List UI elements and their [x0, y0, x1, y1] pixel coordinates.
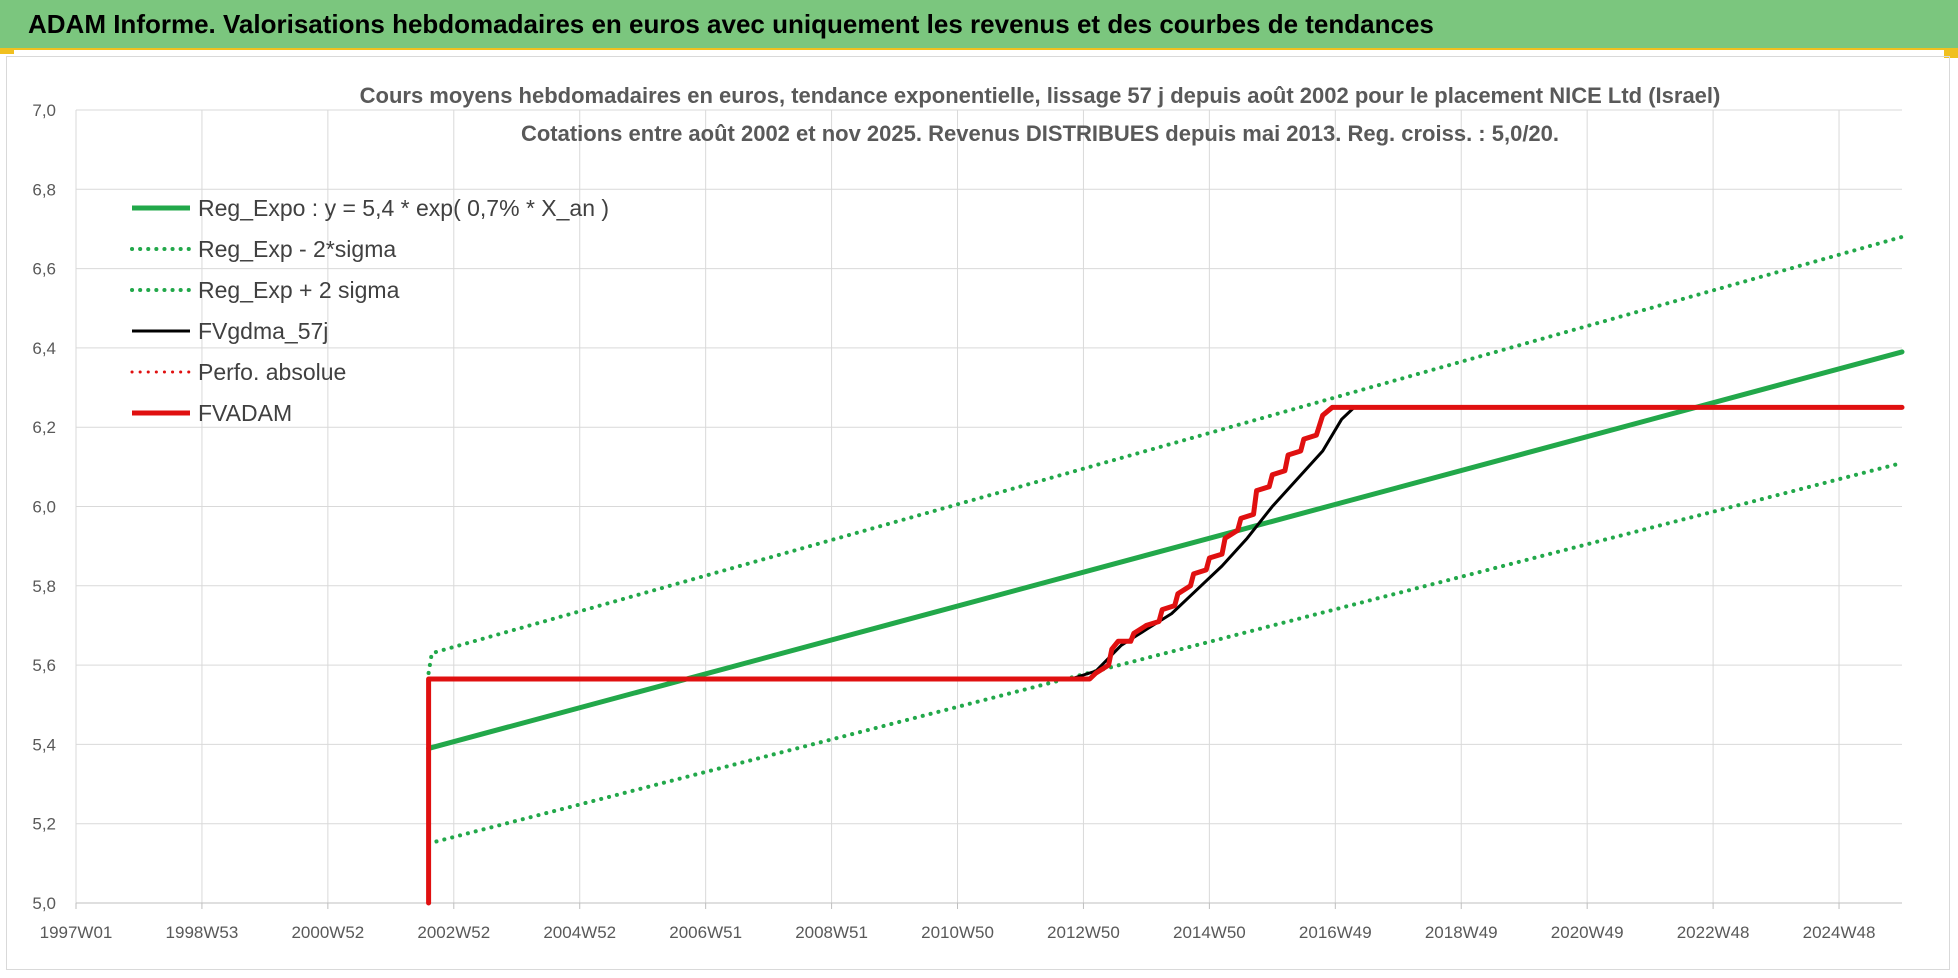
chart-frame — [6, 56, 1950, 970]
x-tick-label: 2006W51 — [669, 923, 742, 942]
x-tick-label: 2022W48 — [1677, 923, 1750, 942]
y-tick-label: 6,2 — [32, 418, 56, 437]
legend-label: FVgdma_57j — [198, 318, 328, 344]
y-tick-label: 5,4 — [32, 735, 56, 754]
x-tick-label: 1997W01 — [40, 923, 113, 942]
y-tick-label: 6,8 — [32, 180, 56, 199]
corner-accent-right — [1944, 48, 1958, 58]
x-tick-label: 2024W48 — [1803, 923, 1876, 942]
y-tick-label: 7,0 — [32, 101, 56, 120]
x-tick-label: 2012W50 — [1047, 923, 1120, 942]
x-tick-label: 2002W52 — [417, 923, 490, 942]
series-line-5 — [426, 404, 1905, 906]
y-tick-label: 6,6 — [32, 260, 56, 279]
x-tick-label: 2010W50 — [921, 923, 994, 942]
series-line-2 — [426, 234, 1904, 675]
grid — [75, 109, 1902, 904]
series-line-1 — [426, 460, 1904, 846]
chart-subtitle: Cotations entre août 2002 et nov 2025. R… — [521, 121, 1559, 146]
x-tick-label: 2008W51 — [795, 923, 868, 942]
x-axis: 1997W01 1998W53 2000W52 2002W52 2004W52 2006W… — [40, 902, 1902, 942]
chart-title: Cours moyens hebdomadaires en euros, ten… — [360, 83, 1721, 108]
header-bar: ADAM Informe. Valorisations hebdomadaire… — [0, 0, 1958, 50]
corner-accent-left — [0, 48, 14, 54]
legend-label: FVADAM — [198, 400, 292, 426]
y-tick-label: 6,0 — [32, 498, 56, 517]
legend-label: Reg_Exp - 2*sigma — [198, 236, 396, 262]
x-tick-label: 2016W49 — [1299, 923, 1372, 942]
x-tick-label: 2020W49 — [1551, 923, 1624, 942]
legend-label: Reg_Expo : y = 5,4 * exp( 0,7% * X_an ) — [198, 195, 609, 221]
y-tick-label: 5,8 — [32, 577, 56, 596]
x-tick-label: 2004W52 — [543, 923, 616, 942]
x-tick-label: 2014W50 — [1173, 923, 1246, 942]
report-title: ADAM Informe. Valorisations hebdomadaire… — [28, 9, 1434, 39]
y-tick-label: 5,6 — [32, 656, 56, 675]
x-tick-label: 2018W49 — [1425, 923, 1498, 942]
series-line-0 — [426, 349, 1905, 751]
legend-label: Perfo. absolue — [198, 359, 346, 385]
y-tick-label: 6,4 — [32, 339, 56, 358]
y-axis: 5,0 5,2 5,4 5,6 5,8 6,0 6,2 6,4 6,6 6,8 7,0 — [32, 101, 56, 913]
x-tick-label: 1998W53 — [166, 923, 239, 942]
y-tick-label: 5,0 — [32, 894, 56, 913]
x-tick-label: 2000W52 — [291, 923, 364, 942]
series-group — [426, 234, 1905, 906]
y-tick-label: 5,2 — [32, 815, 56, 834]
legend: Reg_Expo : y = 5,4 * exp( 0,7% * X_an ) R… — [130, 195, 609, 426]
legend-label: Reg_Exp + 2 sigma — [198, 277, 400, 303]
